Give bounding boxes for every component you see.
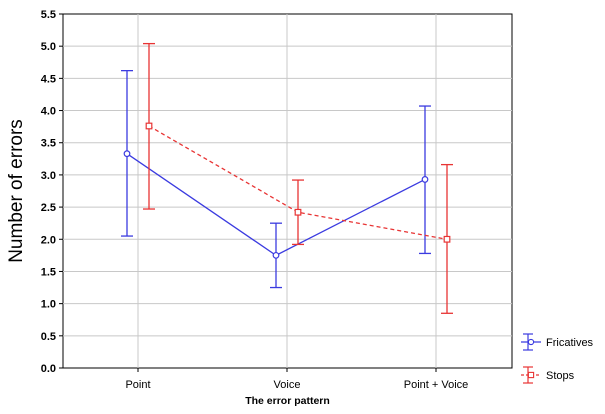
data-point [443, 235, 451, 243]
legend-item-fricatives: Fricatives [521, 333, 594, 351]
y-tick-label: 2.5 [41, 202, 56, 214]
data-point [294, 208, 302, 216]
y-axis-ticks: 0.0 0.5 1.0 1.5 2.0 2.5 3.0 3.5 4.0 4.5 5.0 5.5 [41, 9, 63, 375]
data-point [272, 251, 280, 259]
x-tick-label: Voice [274, 379, 301, 391]
y-tick-label: 0.0 [41, 363, 56, 375]
y-tick-label: 1.0 [41, 299, 56, 311]
y-tick-label: 5.5 [41, 9, 56, 21]
y-tick-label: 3.0 [41, 170, 56, 182]
y-tick-label: 4.0 [41, 106, 56, 118]
x-tick-label: Point [125, 379, 150, 391]
series-line [148, 125, 448, 240]
x-tick-label: Point + Voice [404, 379, 469, 391]
y-tick-label: 5.0 [41, 41, 56, 53]
series-fricatives [121, 69, 431, 289]
y-axis-title: Number of errors [6, 119, 27, 263]
x-axis-title: The error pattern [245, 395, 330, 407]
legend-marker [527, 371, 535, 379]
data-point [145, 122, 153, 130]
legend-label: Stops [546, 370, 575, 382]
y-tick-label: 0.5 [41, 331, 56, 343]
grid [63, 14, 512, 368]
y-tick-label: 3.5 [41, 138, 56, 150]
series-stops [143, 42, 453, 314]
y-tick-label: 4.5 [41, 73, 56, 85]
legend-item-stops: Stops [521, 366, 575, 384]
legend: Fricatives Stops [521, 333, 594, 384]
y-tick-label: 1.5 [41, 266, 56, 278]
series-layer [121, 42, 453, 314]
y-tick-label: 2.0 [41, 234, 56, 246]
data-point [421, 176, 429, 183]
x-axis-ticks: Point Voice Point + Voice [125, 368, 468, 391]
data-point [123, 150, 131, 158]
legend-label: Fricatives [546, 337, 594, 349]
legend-marker [527, 338, 535, 346]
